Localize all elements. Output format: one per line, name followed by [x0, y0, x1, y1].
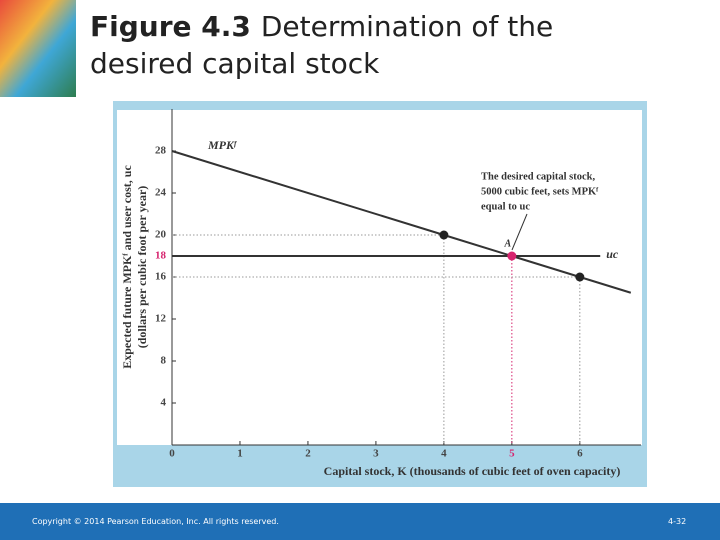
y-tick-label: 18: [155, 250, 167, 262]
x-tick-label: 2: [305, 448, 311, 460]
title-text: Determination of the desired capital sto…: [90, 10, 554, 80]
point-label: A: [504, 238, 512, 249]
x-tick-label: 1: [237, 448, 243, 460]
y-tick-label: 24: [155, 187, 167, 199]
point: [575, 272, 585, 282]
y-tick-label: 8: [161, 355, 167, 367]
y-tick-label: 20: [155, 229, 167, 241]
x-tick-label: 4: [441, 448, 447, 460]
figure-label: Figure 4.3: [90, 10, 251, 43]
point: [507, 251, 517, 261]
slide-title: Figure 4.3 Determination of the desired c…: [90, 8, 650, 82]
y-tick-label: 12: [155, 313, 167, 325]
y-axis-label: Expected future MPKᶠ and user cost, uc: [120, 165, 134, 369]
series-label: MPKᶠ: [207, 138, 238, 152]
annotation: equal to uc: [481, 201, 530, 212]
footer: Copyright © 2014 Pearson Education, Inc.…: [0, 503, 720, 540]
y-tick-label: 4: [161, 397, 167, 409]
series-label: uc: [606, 247, 619, 261]
x-axis-label: Capital stock, K (thousands of cubic fee…: [324, 464, 621, 478]
annotation: The desired capital stock,: [481, 171, 596, 182]
point: [439, 230, 449, 240]
page-number: 4-32: [668, 517, 687, 526]
x-tick-label: 0: [169, 448, 175, 460]
y-axis-label: (dollars per cubic foot per year): [135, 186, 149, 349]
y-tick-label: 28: [155, 145, 167, 157]
annotation: 5000 cubic feet, sets MPKᶠ: [481, 186, 599, 197]
x-tick-label: 6: [577, 448, 583, 460]
y-tick-label: 16: [155, 271, 167, 283]
decorative-image: [0, 0, 76, 97]
copyright: Copyright © 2014 Pearson Education, Inc.…: [32, 517, 279, 526]
x-tick-label: 5: [509, 448, 515, 460]
annotation-leader: [511, 213, 528, 251]
x-tick-label: 3: [373, 448, 379, 460]
